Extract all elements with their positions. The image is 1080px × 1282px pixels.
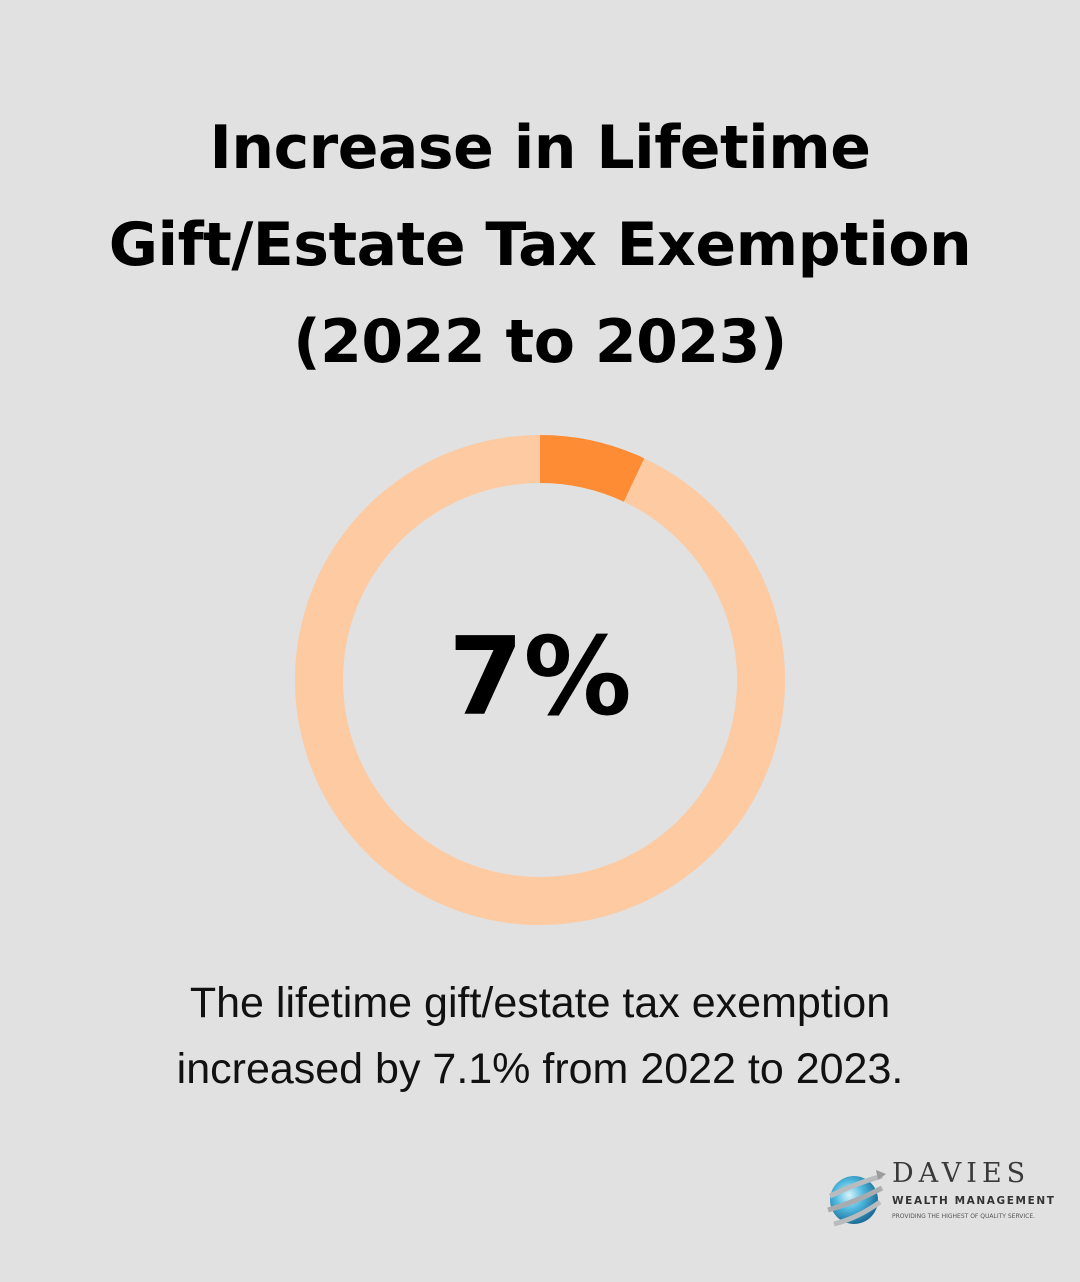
description-line-2: increased by 7.1% from 2022 to 2023. xyxy=(176,1045,904,1093)
title-line-2: Gift/Estate Tax Exemption xyxy=(108,210,972,280)
description: The lifetime gift/estate tax exemption i… xyxy=(0,970,1080,1102)
logo-subtitle: WEALTH MANAGEMENT xyxy=(892,1195,1056,1207)
donut-slice-increase xyxy=(540,435,645,502)
donut-slices xyxy=(295,435,785,925)
description-line-1: The lifetime gift/estate tax exemption xyxy=(189,979,891,1027)
company-logo: DAVIES WEALTH MANAGEMENT PROVIDING THE H… xyxy=(824,1158,1054,1242)
title-line-1: Increase in Lifetime xyxy=(209,113,871,183)
logo-tagline: PROVIDING THE HIGHEST OF QUALITY SERVICE… xyxy=(892,1213,1036,1220)
page-title: Increase in Lifetime Gift/Estate Tax Exe… xyxy=(0,100,1080,391)
logo-text: DAVIES WEALTH MANAGEMENT PROVIDING THE H… xyxy=(892,1158,1056,1221)
center-label: 7% xyxy=(448,615,631,740)
title-line-3: (2022 to 2023) xyxy=(293,307,787,377)
globe-icon xyxy=(827,1170,886,1227)
logo-name: DAVIES xyxy=(892,1158,1031,1189)
